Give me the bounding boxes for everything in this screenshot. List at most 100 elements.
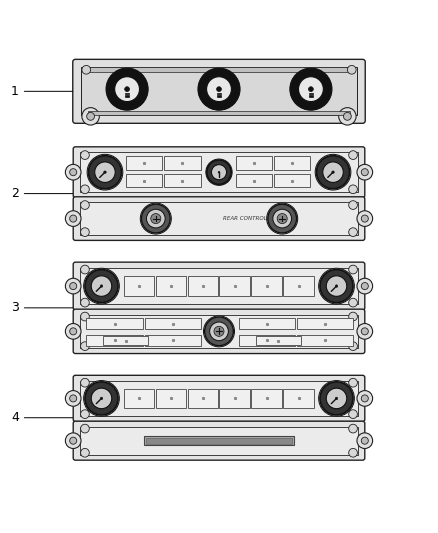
Circle shape — [214, 326, 224, 336]
Circle shape — [81, 424, 89, 433]
Circle shape — [349, 298, 357, 307]
Circle shape — [326, 276, 347, 296]
Bar — [126, 174, 162, 188]
Bar — [80, 268, 358, 304]
Circle shape — [81, 265, 89, 274]
Circle shape — [299, 77, 323, 102]
Circle shape — [87, 112, 95, 120]
Circle shape — [85, 270, 118, 303]
Bar — [308, 93, 313, 94]
Bar — [239, 318, 295, 329]
Circle shape — [206, 159, 232, 185]
Circle shape — [273, 209, 292, 228]
Circle shape — [87, 155, 123, 190]
Bar — [283, 389, 314, 408]
Circle shape — [100, 285, 103, 287]
Circle shape — [88, 156, 121, 189]
Circle shape — [217, 87, 221, 92]
Circle shape — [70, 282, 77, 289]
Circle shape — [81, 378, 89, 387]
Circle shape — [104, 171, 106, 174]
Circle shape — [125, 87, 130, 92]
Bar — [155, 389, 186, 408]
Bar — [255, 336, 301, 345]
Bar — [86, 335, 143, 345]
Circle shape — [65, 164, 81, 180]
Bar — [80, 152, 358, 192]
Circle shape — [357, 278, 373, 294]
Circle shape — [317, 156, 350, 189]
Bar — [80, 427, 358, 455]
Circle shape — [347, 66, 356, 74]
Circle shape — [339, 108, 356, 125]
Bar — [219, 276, 250, 296]
Circle shape — [218, 171, 220, 173]
Circle shape — [361, 215, 368, 222]
Circle shape — [349, 342, 357, 351]
Bar — [164, 156, 201, 171]
Bar — [81, 67, 357, 116]
Circle shape — [357, 164, 373, 180]
Text: 3: 3 — [11, 301, 73, 314]
Circle shape — [335, 397, 338, 400]
Circle shape — [151, 214, 161, 224]
Bar — [88, 111, 350, 116]
Text: 4: 4 — [11, 411, 73, 424]
Circle shape — [357, 211, 373, 227]
Circle shape — [95, 162, 115, 182]
Circle shape — [140, 203, 171, 234]
Bar — [80, 203, 358, 235]
Circle shape — [349, 185, 357, 193]
Circle shape — [361, 395, 368, 402]
Circle shape — [81, 185, 89, 193]
Bar — [283, 276, 314, 296]
Bar — [297, 318, 353, 329]
Circle shape — [205, 317, 233, 346]
Circle shape — [82, 108, 99, 125]
Bar — [187, 389, 218, 408]
Circle shape — [268, 204, 297, 233]
Circle shape — [199, 69, 239, 109]
Circle shape — [267, 203, 298, 234]
Circle shape — [70, 215, 77, 222]
Circle shape — [65, 391, 81, 406]
Circle shape — [319, 381, 354, 416]
Circle shape — [361, 437, 368, 444]
Circle shape — [81, 228, 89, 237]
Circle shape — [81, 201, 89, 209]
Circle shape — [349, 312, 357, 321]
Circle shape — [349, 410, 357, 418]
FancyBboxPatch shape — [73, 421, 365, 460]
Circle shape — [65, 433, 81, 449]
Circle shape — [115, 77, 139, 102]
Bar — [239, 335, 295, 345]
FancyBboxPatch shape — [73, 309, 365, 353]
Circle shape — [100, 397, 103, 400]
Bar — [217, 95, 221, 97]
Circle shape — [198, 68, 240, 110]
Bar — [103, 336, 148, 345]
Circle shape — [70, 437, 77, 444]
Circle shape — [84, 268, 119, 304]
Circle shape — [91, 276, 112, 296]
FancyBboxPatch shape — [73, 59, 365, 123]
Bar — [236, 156, 272, 171]
Bar — [126, 156, 162, 171]
Bar — [125, 93, 130, 94]
Bar — [274, 174, 311, 188]
FancyBboxPatch shape — [73, 147, 365, 198]
Circle shape — [141, 204, 170, 233]
Circle shape — [349, 201, 357, 209]
Circle shape — [319, 268, 354, 304]
Bar — [164, 174, 201, 188]
Circle shape — [107, 69, 147, 109]
Circle shape — [323, 162, 343, 182]
Circle shape — [291, 69, 331, 109]
Circle shape — [207, 160, 231, 184]
Circle shape — [277, 214, 287, 224]
Bar — [217, 93, 221, 94]
Circle shape — [349, 448, 357, 457]
Circle shape — [70, 328, 77, 335]
Circle shape — [335, 285, 338, 287]
Bar — [86, 318, 143, 329]
